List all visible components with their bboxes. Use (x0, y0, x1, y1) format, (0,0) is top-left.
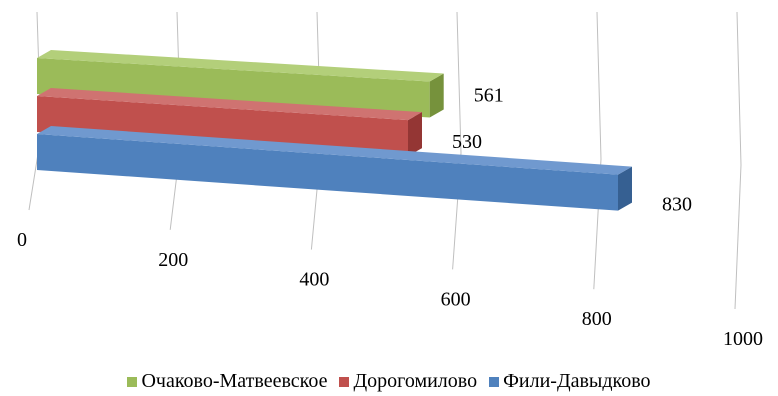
data-label-1: 530 (452, 131, 482, 153)
bars (37, 50, 632, 211)
legend-item-ochakovo: Очаково-Матвеевское (127, 370, 327, 393)
bar-top-2 (37, 126, 632, 175)
bar-side-1 (408, 112, 422, 157)
x-tick-label-0: 0 (17, 229, 27, 251)
legend-swatch-fili (489, 376, 500, 387)
bar-front-2 (37, 134, 618, 211)
legend-label-dorogomilovo: Дорогомилово (353, 370, 478, 392)
bar-front-1 (37, 96, 408, 157)
x-tick-label-200: 200 (158, 249, 188, 271)
legend: Очаково-Матвеевское Дорогомилово Фили-Да… (0, 370, 778, 393)
legend-item-dorogomilovo: Дорогомилово (339, 370, 477, 393)
legend-item-fili: Фили-Давыдково (489, 370, 651, 393)
data-label-0: 561 (474, 85, 504, 107)
legend-label-fili: Фили-Давыдково (503, 370, 651, 392)
legend-swatch-dorogomilovo (339, 376, 350, 387)
x-tick-label-800: 800 (582, 308, 612, 330)
x-tick-label-1000: 1000 (723, 328, 763, 350)
bar-side-2 (618, 166, 632, 211)
bar-side-0 (429, 73, 444, 118)
gridline-600 (452, 11, 462, 270)
bar-top-0 (37, 50, 444, 82)
x-tick-labels: 0 200 400 600 800 1000 (17, 229, 763, 350)
x-tick-label-600: 600 (441, 288, 471, 310)
gridline-800 (593, 11, 602, 290)
bar-front-0 (37, 58, 430, 118)
bar-top-1 (37, 88, 422, 121)
data-labels: 561 530 830 (452, 85, 692, 216)
data-label-2: 830 (662, 194, 692, 216)
x-tick-label-400: 400 (299, 269, 329, 291)
gridline-1000 (734, 11, 742, 310)
legend-label-ochakovo: Очаково-Матвеевское (141, 370, 328, 392)
legend-swatch-ochakovo (127, 376, 138, 387)
